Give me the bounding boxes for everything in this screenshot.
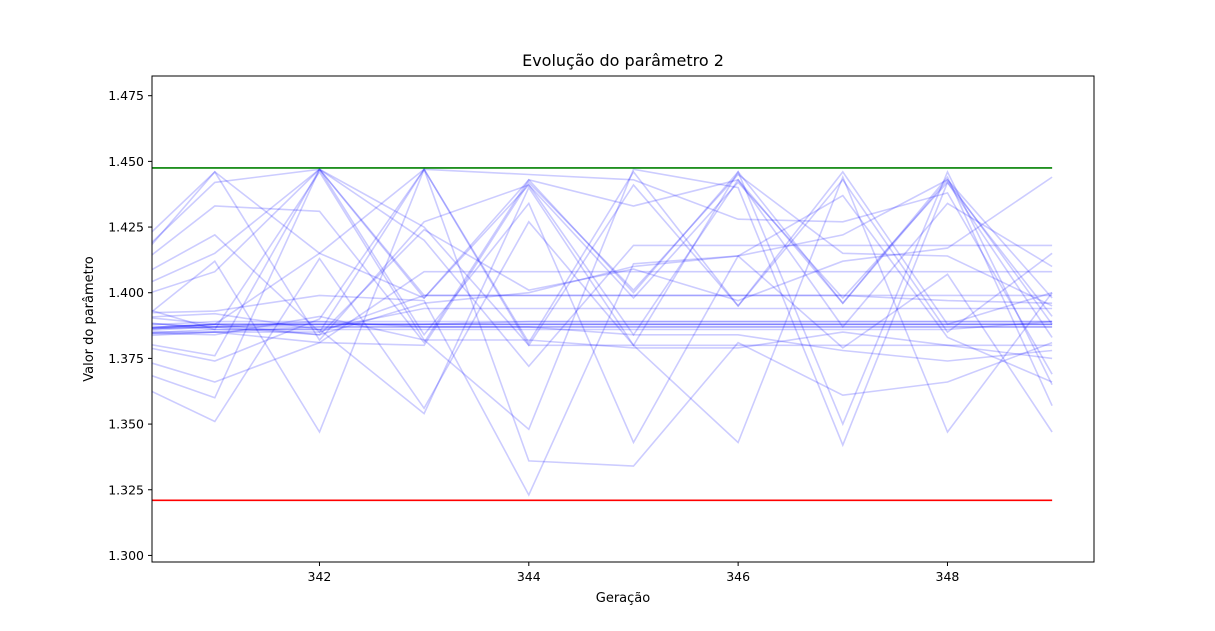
series-line-12 xyxy=(152,168,1053,347)
x-axis-ticks: 342 344 346 348 xyxy=(308,562,960,584)
x-axis-label: Geração xyxy=(596,591,650,606)
series-line-11 xyxy=(152,167,1053,345)
series-line-10 xyxy=(152,168,1053,338)
y-axis-label: Valor do parâmetro xyxy=(82,256,97,382)
series-line-21 xyxy=(152,167,1053,467)
chart-title: Evolução do parâmetro 2 xyxy=(522,51,724,70)
series-line-22 xyxy=(152,255,1053,497)
series-line-30 xyxy=(152,320,1053,362)
series-line-19 xyxy=(152,167,1053,445)
y-tick-label: 1.475 xyxy=(108,88,144,103)
series-line-29 xyxy=(152,307,1053,331)
y-tick-label: 1.400 xyxy=(108,285,144,300)
y-tick-label: 1.425 xyxy=(108,220,144,235)
series-line-25 xyxy=(152,168,1053,347)
series-line-17 xyxy=(152,168,1053,375)
series-line-1 xyxy=(152,323,1053,329)
x-tick-label: 342 xyxy=(308,569,332,584)
x-tick-label: 346 xyxy=(726,569,750,584)
series-line-23 xyxy=(152,168,1053,448)
x-tick-label: 348 xyxy=(936,569,960,584)
series-line-15 xyxy=(152,178,1053,344)
y-tick-label: 1.325 xyxy=(108,482,144,497)
series-line-4 xyxy=(152,320,1053,331)
series-line-3 xyxy=(152,323,1053,330)
series-line-13 xyxy=(152,168,1053,304)
series-line-28 xyxy=(152,294,1053,333)
y-tick-label: 1.350 xyxy=(108,417,144,432)
x-tick-label: 344 xyxy=(517,569,541,584)
series-line-7 xyxy=(152,320,1053,326)
series-line-31 xyxy=(152,315,1053,360)
series-line-8 xyxy=(152,326,1053,337)
series-line-2 xyxy=(152,323,1053,329)
series-line-5 xyxy=(152,326,1053,330)
series-line-27 xyxy=(152,178,1053,336)
series-line-9 xyxy=(152,170,1053,325)
y-tick-label: 1.450 xyxy=(108,154,144,169)
series-line-20 xyxy=(152,174,1053,444)
reference-lines xyxy=(152,167,1053,502)
series-layer xyxy=(152,167,1053,497)
series-line-6 xyxy=(152,320,1053,334)
series-line-32 xyxy=(152,176,1053,336)
series-line-26 xyxy=(152,173,1053,347)
y-axis-ticks: 1.300 1.325 1.350 1.375 1.400 1.425 1.450 1.475 xyxy=(108,88,152,563)
series-line-16 xyxy=(152,168,1053,368)
y-tick-label: 1.300 xyxy=(108,548,144,563)
series-line-18 xyxy=(152,270,1053,383)
y-tick-label: 1.375 xyxy=(108,351,144,366)
series-line-14 xyxy=(152,170,1053,407)
plot-frame xyxy=(151,75,1095,563)
series-line-24 xyxy=(152,169,1053,427)
